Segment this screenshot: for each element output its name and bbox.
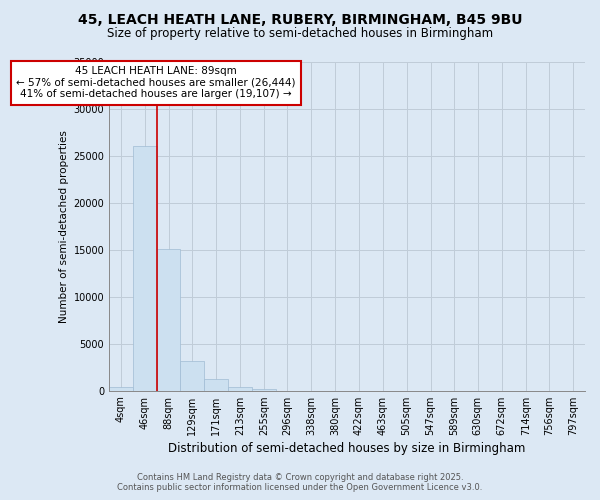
Y-axis label: Number of semi-detached properties: Number of semi-detached properties <box>59 130 69 322</box>
Bar <box>252 389 275 390</box>
Text: 45, LEACH HEATH LANE, RUBERY, BIRMINGHAM, B45 9BU: 45, LEACH HEATH LANE, RUBERY, BIRMINGHAM… <box>78 12 522 26</box>
Bar <box>109 387 133 390</box>
Text: Contains HM Land Registry data © Crown copyright and database right 2025.
Contai: Contains HM Land Registry data © Crown c… <box>118 473 482 492</box>
Bar <box>204 380 228 390</box>
Text: Size of property relative to semi-detached houses in Birmingham: Size of property relative to semi-detach… <box>107 28 493 40</box>
Bar <box>228 387 252 390</box>
Bar <box>157 248 181 390</box>
Text: 45 LEACH HEATH LANE: 89sqm
← 57% of semi-detached houses are smaller (26,444)
41: 45 LEACH HEATH LANE: 89sqm ← 57% of semi… <box>16 66 296 100</box>
Bar <box>133 146 157 390</box>
Bar <box>181 360 204 390</box>
X-axis label: Distribution of semi-detached houses by size in Birmingham: Distribution of semi-detached houses by … <box>169 442 526 455</box>
